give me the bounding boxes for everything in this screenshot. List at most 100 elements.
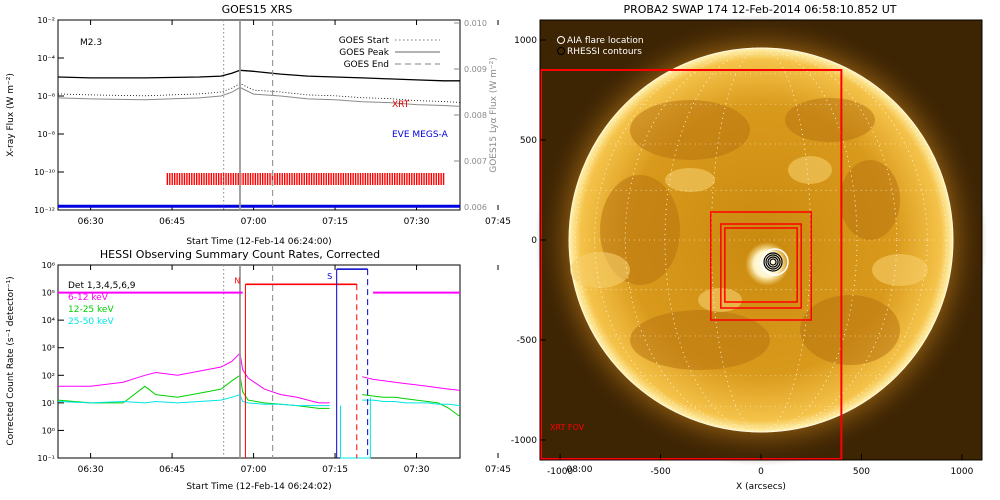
goes-y-tick-label: 10⁻¹⁰ <box>34 168 55 177</box>
hessi-x-tick-label: 06:30 <box>78 465 104 475</box>
xrt-coverage-bar <box>379 173 381 185</box>
eve-label: EVE MEGS-A <box>392 130 449 140</box>
xrt-coverage-bar <box>396 173 398 185</box>
hessi-x-tick-label: 06:45 <box>159 465 185 475</box>
xrt-coverage-bar <box>420 173 423 185</box>
hessi-x-tick-label: 08:00 <box>567 465 593 475</box>
xrt-coverage-bar <box>188 173 191 185</box>
xrt-coverage-bar <box>186 173 188 185</box>
xrt-coverage-bar <box>389 173 391 185</box>
swap-y-ticks: -1000 -500 0 500 1000 <box>511 36 546 446</box>
goes-y-right-tick-label: 0.010 <box>464 19 487 28</box>
xrt-coverage-bar <box>352 173 354 185</box>
xrt-coverage-bar <box>369 173 371 185</box>
xrt-coverage-bar <box>320 173 323 185</box>
xrt-coverage-bar <box>291 173 293 185</box>
legend-goes-end-label: GOES End <box>344 60 389 70</box>
swap-title: PROBA2 SWAP 174 12-Feb-2014 06:58:10.852… <box>624 3 897 16</box>
goes-x-tick-label: 06:45 <box>159 217 185 227</box>
xrt-coverage-bar <box>169 173 171 185</box>
goes-title: GOES15 XRS <box>222 3 293 16</box>
hessi-x-axis-label: Start Time (12-Feb-14 06:24:02) <box>186 482 331 492</box>
goes-y-right-tick-label: 0.006 <box>464 203 487 212</box>
swap-y-tick-label: -500 <box>517 336 538 346</box>
xrt-coverage-bar <box>323 173 325 185</box>
xrt-coverage-bar <box>384 173 386 185</box>
xrt-coverage-bar <box>401 173 403 185</box>
swap-y-tick-label: -1000 <box>511 436 537 446</box>
xrt-coverage-bar <box>193 173 195 185</box>
xrt-fov-label: XRT FOV <box>550 423 585 432</box>
xrt-coverage-bar <box>281 173 283 185</box>
xrt-coverage-bar <box>418 173 420 185</box>
goes-y-right-tick-label: 0.007 <box>464 157 487 166</box>
swap-x-tick-label: -1000 <box>547 467 573 477</box>
xrt-coverage-bar <box>249 173 252 185</box>
xrt-coverage-bar <box>398 173 401 185</box>
xrt-coverage-bar <box>208 173 210 185</box>
xrt-coverage-bar <box>393 173 396 185</box>
xrt-coverage-bar <box>423 173 425 185</box>
xrt-coverage-bar <box>213 173 215 185</box>
xrt-label: XRT <box>392 100 410 110</box>
rhessi-contour <box>763 252 783 272</box>
swap-y-tick-label: 0 <box>531 236 537 246</box>
xrt-coverage-bar <box>195 173 198 185</box>
xrt-coverage-bar <box>367 173 369 185</box>
xrt-coverage-bar <box>286 173 288 185</box>
hessi-x-tick-label: 07:00 <box>241 465 267 475</box>
xrt-coverage-bar <box>357 173 359 185</box>
swap-panel: PROBA2 SWAP 174 12-Feb-2014 06:58:10.852… <box>511 3 987 492</box>
series-25-50-kev-saa-dropout <box>339 397 371 459</box>
xrt-coverage-bar <box>347 173 349 185</box>
hessi-y-tick-label: 10⁵ <box>42 289 55 298</box>
longitude-line <box>624 47 898 433</box>
legend-rhessi-symbol <box>557 47 565 55</box>
xrt-coverage-bar <box>271 173 274 185</box>
legend-6-12-kev: 6-12 keV <box>68 293 109 303</box>
goes-y-right-ticks: 0.006 0.007 0.008 0.009 0.010 <box>454 19 487 212</box>
legend-rhessi-label: RHESSI contours <box>567 47 642 57</box>
hessi-y-tick-label: 10² <box>42 371 55 380</box>
goes-panel: GOES15 XRS 06:30 06:45 07:00 07:15 07:30 07:4… <box>6 3 593 247</box>
xrt-coverage-bar <box>222 173 225 185</box>
goes-x-tick-label: 07:15 <box>322 217 348 227</box>
xrt-coverage-bar <box>371 173 374 185</box>
xrt-coverage-bar <box>359 173 362 185</box>
xrt-coverage-bar <box>335 173 337 185</box>
xrt-coverage-bar <box>269 173 271 185</box>
xrt-coverage-bar <box>176 173 178 185</box>
xrt-coverage-bar <box>235 173 237 185</box>
xrt-coverage-bar <box>276 173 279 185</box>
xrt-coverage-bar <box>254 173 257 185</box>
series-25-50-keV-after-gap <box>362 399 461 407</box>
xrt-coverage-bar <box>264 173 266 185</box>
heliographic-grid <box>569 47 953 433</box>
xrt-coverage-bar <box>408 173 411 185</box>
xrt-coverage-bar <box>200 173 203 185</box>
xrt-coverage-bar <box>244 173 247 185</box>
rhessi-box <box>710 211 812 321</box>
swap-legend: AIA flare location RHESSI contours <box>557 36 644 57</box>
xrt-coverage-bar <box>242 173 244 185</box>
series-goes-short-envelope <box>57 83 461 103</box>
hessi-series <box>57 352 461 459</box>
xrt-coverage-bar <box>301 173 303 185</box>
xrt-coverage-bar <box>425 173 428 185</box>
xrt-coverage-bar <box>210 173 213 185</box>
solar-limb <box>568 47 954 433</box>
goes-series <box>57 69 461 107</box>
xrt-coverage-bar <box>345 173 347 185</box>
rhessi-boxes <box>710 211 812 321</box>
legend-aia-symbol <box>557 36 565 44</box>
xrt-coverage-bar <box>325 173 327 185</box>
swap-y-tick-label: 1000 <box>514 36 537 46</box>
hessi-x-tick-label: 07:30 <box>404 465 430 475</box>
swap-x-tick-label: 500 <box>853 467 870 477</box>
swap-x-ticks: -1000 -500 0 500 1000 <box>547 454 974 477</box>
xrt-coverage-bar <box>337 173 340 185</box>
xrt-coverage-bar <box>166 173 169 185</box>
hessi-y-tick-label: 10⁴ <box>42 316 55 325</box>
swap-x-axis-label: X (arcsecs) <box>736 482 786 492</box>
xrt-fov-box <box>540 69 843 460</box>
